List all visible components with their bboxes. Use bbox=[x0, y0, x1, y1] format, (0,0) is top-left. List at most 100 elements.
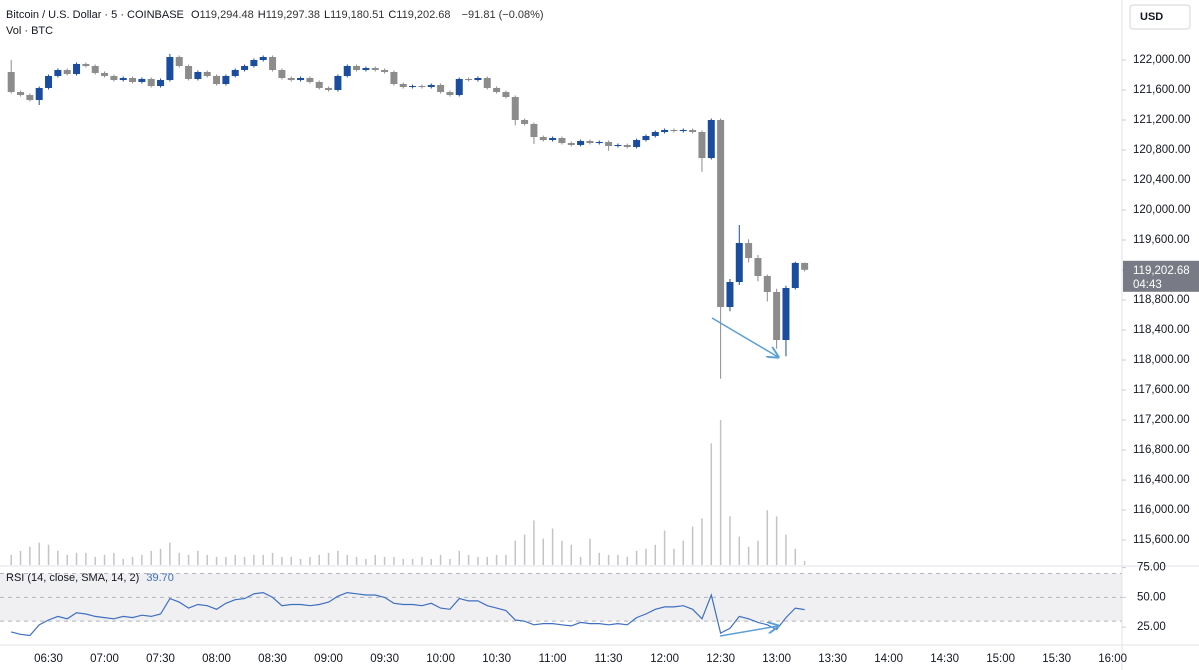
volume-bar bbox=[346, 554, 348, 565]
volume-bar bbox=[635, 550, 638, 565]
candle-body bbox=[511, 96, 519, 121]
x-tick-label: 12:30 bbox=[706, 653, 735, 665]
volume-bar bbox=[290, 556, 292, 565]
volume-bar bbox=[327, 552, 330, 565]
currency-box[interactable] bbox=[1129, 4, 1191, 30]
candle-body bbox=[801, 262, 809, 270]
candle-body bbox=[7, 72, 15, 93]
volume-bar bbox=[542, 538, 545, 565]
candle-body bbox=[679, 129, 687, 132]
candle-body bbox=[250, 60, 258, 67]
volume-bar bbox=[234, 554, 236, 565]
candle-body bbox=[17, 92, 25, 96]
candle-body bbox=[82, 63, 90, 67]
volume-bar bbox=[94, 556, 96, 565]
volume-bar bbox=[374, 554, 376, 565]
x-tick-label: 13:30 bbox=[818, 653, 847, 665]
volume-bar bbox=[579, 556, 582, 565]
candle-body bbox=[222, 75, 230, 85]
rsi-trend-arrow[interactable] bbox=[719, 626, 778, 637]
candle-body bbox=[101, 72, 109, 76]
ohlc-value: 119,294.48 bbox=[199, 9, 254, 21]
x-tick-label: 06:30 bbox=[34, 653, 63, 665]
x-tick-label: 09:00 bbox=[314, 653, 343, 665]
candle-body bbox=[278, 69, 286, 79]
change: −91.81 (−0.08%) bbox=[461, 9, 544, 21]
rsi-label: RSI (14, close, SMA, 14, 2) bbox=[6, 572, 140, 584]
x-tick-label: 11:30 bbox=[595, 653, 623, 665]
candle-body bbox=[166, 57, 174, 81]
y-tick-label: 115,600.00 bbox=[1133, 534, 1190, 546]
volume-bar bbox=[617, 554, 619, 565]
candle-body bbox=[502, 92, 510, 97]
volume-bar bbox=[598, 552, 601, 565]
candle-body bbox=[539, 137, 547, 141]
ohlc-value: 119,297.38 bbox=[265, 9, 320, 21]
y-tick-label: 118,000.00 bbox=[1133, 354, 1190, 366]
candle-body bbox=[754, 258, 762, 277]
volume-bar bbox=[729, 516, 731, 565]
volume-bar bbox=[318, 554, 320, 565]
candle-body bbox=[194, 72, 202, 79]
y-tick-label: 75.00 bbox=[1137, 562, 1166, 574]
volume-bar bbox=[738, 536, 741, 565]
volume-bar bbox=[243, 556, 246, 565]
candle-body bbox=[642, 135, 650, 141]
volume-bar bbox=[337, 550, 339, 565]
volume-bar bbox=[187, 554, 190, 565]
price-tag-countdown: 04:43 bbox=[1133, 279, 1162, 291]
y-tick-label: 120,800.00 bbox=[1133, 144, 1191, 156]
y-tick-label: 25.00 bbox=[1137, 621, 1166, 633]
volume-bar bbox=[505, 554, 507, 565]
price-axis: 115,600.00 116,000.00 116,400.00 116,800.00… bbox=[34, 54, 1199, 665]
y-tick-label: 116,000.00 bbox=[1133, 504, 1190, 516]
candle-body bbox=[334, 75, 342, 91]
candle-body bbox=[157, 80, 165, 87]
candle-body bbox=[651, 132, 659, 136]
candle-body bbox=[623, 144, 631, 148]
candle-body bbox=[782, 288, 790, 340]
volume-bar bbox=[113, 552, 115, 565]
ohlc-label: C bbox=[388, 9, 397, 21]
candle-body bbox=[670, 129, 678, 132]
volume-bar bbox=[514, 540, 517, 565]
volume-bar bbox=[439, 554, 442, 565]
candle-body bbox=[287, 78, 295, 81]
volume-bar bbox=[10, 554, 12, 565]
x-tick-label: 10:00 bbox=[426, 653, 455, 665]
volume-bar bbox=[701, 518, 703, 565]
candle-body bbox=[427, 84, 435, 88]
x-tick-label: 16:00 bbox=[1098, 653, 1127, 665]
volume-bar bbox=[645, 548, 647, 565]
x-tick-label: 12:00 bbox=[650, 653, 679, 665]
candle-body bbox=[483, 78, 491, 88]
volume-bar bbox=[495, 554, 498, 565]
volume-bar bbox=[682, 540, 685, 565]
volume-bar bbox=[383, 556, 386, 565]
candle-body bbox=[493, 87, 501, 93]
trend-arrow[interactable] bbox=[711, 317, 778, 357]
x-tick-label: 14:30 bbox=[930, 653, 959, 665]
y-tick-label: 121,200.00 bbox=[1133, 114, 1191, 126]
volume-bar bbox=[803, 560, 806, 565]
candle-body bbox=[521, 120, 529, 124]
volume-bar bbox=[103, 554, 106, 565]
volume-bar bbox=[430, 558, 433, 565]
candle-body bbox=[259, 57, 267, 61]
candle-body bbox=[91, 66, 99, 73]
candle-body bbox=[138, 78, 146, 82]
x-tick-label: 14:00 bbox=[874, 653, 903, 665]
ohlc-label: L bbox=[323, 9, 331, 21]
candle-body bbox=[175, 57, 183, 67]
candle-body bbox=[465, 78, 473, 81]
y-tick-label: 50.00 bbox=[1137, 591, 1166, 603]
candle-body bbox=[315, 81, 323, 88]
candle-body bbox=[586, 141, 594, 144]
volume-bar bbox=[355, 556, 358, 565]
volume-bar bbox=[477, 556, 479, 565]
volume-bar bbox=[225, 556, 227, 565]
price-tag bbox=[1123, 260, 1199, 292]
volume-bar bbox=[159, 548, 162, 565]
y-tick-label: 122,000.00 bbox=[1133, 54, 1191, 66]
